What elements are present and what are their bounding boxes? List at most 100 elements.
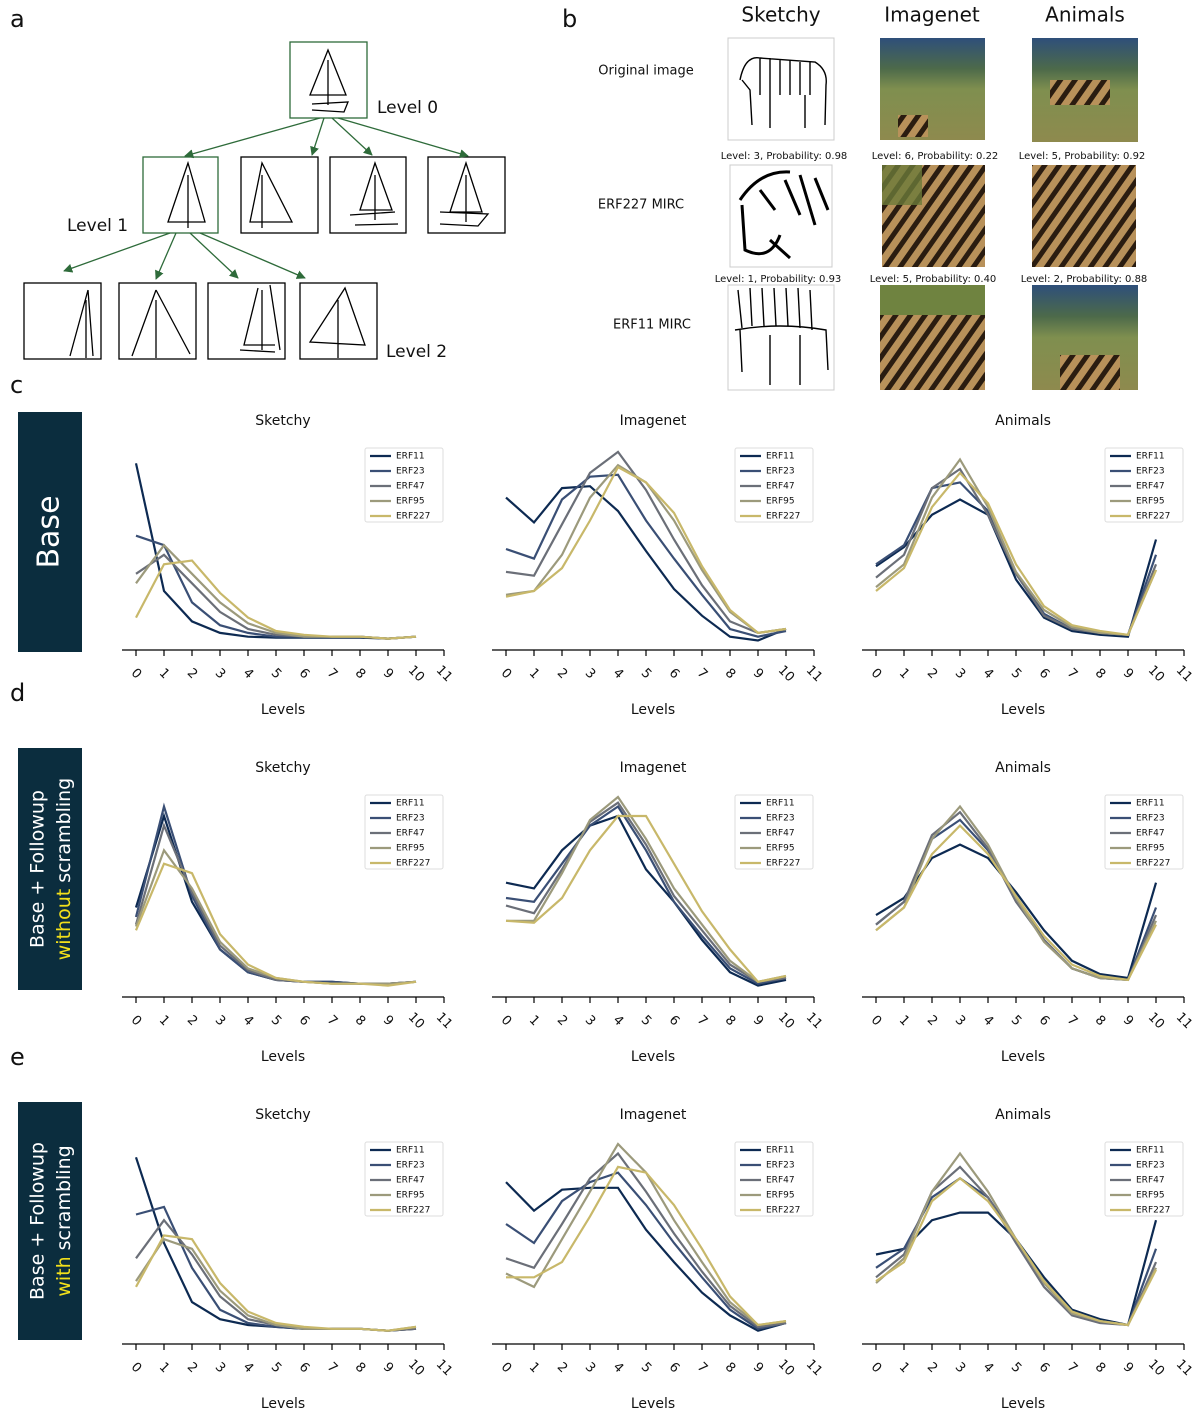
- caption: Level: 3, Probability: 0.98: [721, 151, 848, 162]
- row-box: [18, 748, 82, 990]
- x-tick-label: 11: [803, 1357, 825, 1379]
- tree-diagram: [23, 41, 506, 360]
- legend-label: ERF11: [766, 452, 795, 462]
- legend-label: ERF47: [396, 829, 425, 839]
- sketch: [69, 289, 94, 358]
- node: [23, 282, 102, 360]
- x-tick-label: 5: [638, 1360, 654, 1376]
- legend-label: ERF227: [396, 859, 430, 869]
- legend-label: ERF95: [766, 1191, 795, 1201]
- image-detail: [898, 115, 928, 137]
- row-title: Base: [32, 495, 67, 568]
- image-grid: [727, 37, 1138, 391]
- x-tick-label: 8: [352, 1360, 368, 1376]
- x-axis-label: Levels: [631, 702, 675, 718]
- x-tick-label: 11: [433, 663, 455, 685]
- caption: Level: 1, Probability: 0.93: [715, 274, 842, 285]
- legend-box: [1104, 1141, 1184, 1217]
- x-tick-label: 6: [1036, 666, 1052, 682]
- node: [299, 282, 378, 360]
- x-tick-label: 1: [156, 1360, 172, 1376]
- legend-label: ERF95: [1136, 1191, 1165, 1201]
- x-tick-label: 3: [582, 1013, 598, 1029]
- panel-label: a: [10, 5, 25, 33]
- x-tick-label: 1: [526, 1013, 542, 1029]
- image: [727, 37, 835, 141]
- legend-label: ERF95: [1136, 497, 1165, 507]
- sketch: [734, 287, 829, 385]
- x-tick-label: 0: [128, 1360, 144, 1376]
- x-tick-label: 4: [610, 1360, 626, 1376]
- legend-label: ERF23: [766, 467, 795, 477]
- panel-label: b: [562, 5, 577, 33]
- x-tick-label: 10: [775, 1357, 797, 1379]
- x-tick-label: 0: [128, 1013, 144, 1029]
- x-tick-label: 10: [405, 1357, 427, 1379]
- legend-label: ERF47: [396, 1176, 425, 1186]
- legend-label: ERF227: [766, 1206, 800, 1216]
- x-tick-label: 0: [868, 1360, 884, 1376]
- x-axis-label: Levels: [631, 1396, 675, 1411]
- image-detail: [1060, 355, 1120, 390]
- x-tick-label: 11: [803, 1010, 825, 1032]
- row-label: Original image: [598, 64, 694, 79]
- x-tick-label: 3: [952, 666, 968, 682]
- node: [240, 156, 319, 234]
- x-tick-label: 2: [554, 1013, 570, 1029]
- legend-box: [1104, 794, 1184, 870]
- x-tick-label: 1: [526, 1360, 542, 1376]
- chart-title: Sketchy: [255, 1107, 310, 1123]
- legend-box: [734, 1141, 814, 1217]
- line: [875, 471, 1158, 637]
- legend-label: ERF47: [766, 829, 795, 839]
- x-tick-label: 9: [1120, 1360, 1136, 1376]
- line: [135, 543, 417, 640]
- x-tick-label: 11: [803, 663, 825, 685]
- sketch: [739, 56, 827, 128]
- row-title: with scrambling: [53, 1145, 75, 1296]
- legend-label: ERF95: [396, 497, 425, 507]
- level-label: Level 0: [377, 98, 438, 118]
- legend-label: ERF23: [1136, 467, 1165, 477]
- line: [505, 1151, 787, 1329]
- x-tick-label: 3: [212, 1013, 228, 1029]
- node: [329, 156, 407, 234]
- x-tick-label: 7: [694, 1013, 710, 1029]
- line: [505, 485, 787, 642]
- x-tick-label: 4: [240, 1013, 256, 1029]
- panel-label: c: [10, 371, 23, 399]
- x-tick-label: 1: [156, 666, 172, 682]
- x-tick-label: 6: [666, 1013, 682, 1029]
- row-box: [18, 412, 82, 652]
- line: [505, 473, 787, 638]
- x-tick-label: 11: [433, 1010, 455, 1032]
- legend-box: [734, 794, 814, 870]
- line: [875, 1176, 1157, 1327]
- x-tick-label: 6: [296, 1360, 312, 1376]
- x-tick-label: 6: [296, 666, 312, 682]
- line: [875, 824, 1157, 982]
- legend-label: ERF227: [396, 512, 430, 522]
- sketch: [309, 48, 349, 113]
- x-tick-label: 9: [380, 1360, 396, 1376]
- legend-box: [1104, 447, 1184, 523]
- x-tick-label: 7: [324, 1360, 340, 1376]
- row-label: ERF227 MIRC: [598, 198, 684, 213]
- chart-title: Imagenet: [620, 413, 687, 429]
- image-detail: [1050, 80, 1110, 105]
- legend-label: ERF23: [1136, 1161, 1165, 1171]
- legend-label: ERF11: [766, 799, 795, 809]
- x-tick-label: 8: [1092, 1013, 1108, 1029]
- x-tick-label: 7: [694, 666, 710, 682]
- line: [505, 814, 787, 984]
- line: [134, 862, 417, 987]
- x-tick-label: 5: [638, 666, 654, 682]
- line: [135, 534, 417, 640]
- panel-label: e: [10, 1043, 25, 1071]
- legend-label: ERF227: [766, 512, 800, 522]
- legend-label: ERF11: [766, 1146, 795, 1156]
- x-tick-label: 10: [1145, 663, 1167, 685]
- x-tick-label: 0: [498, 1360, 514, 1376]
- x-tick-label: 5: [1008, 1013, 1024, 1029]
- x-tick-label: 2: [184, 1013, 200, 1029]
